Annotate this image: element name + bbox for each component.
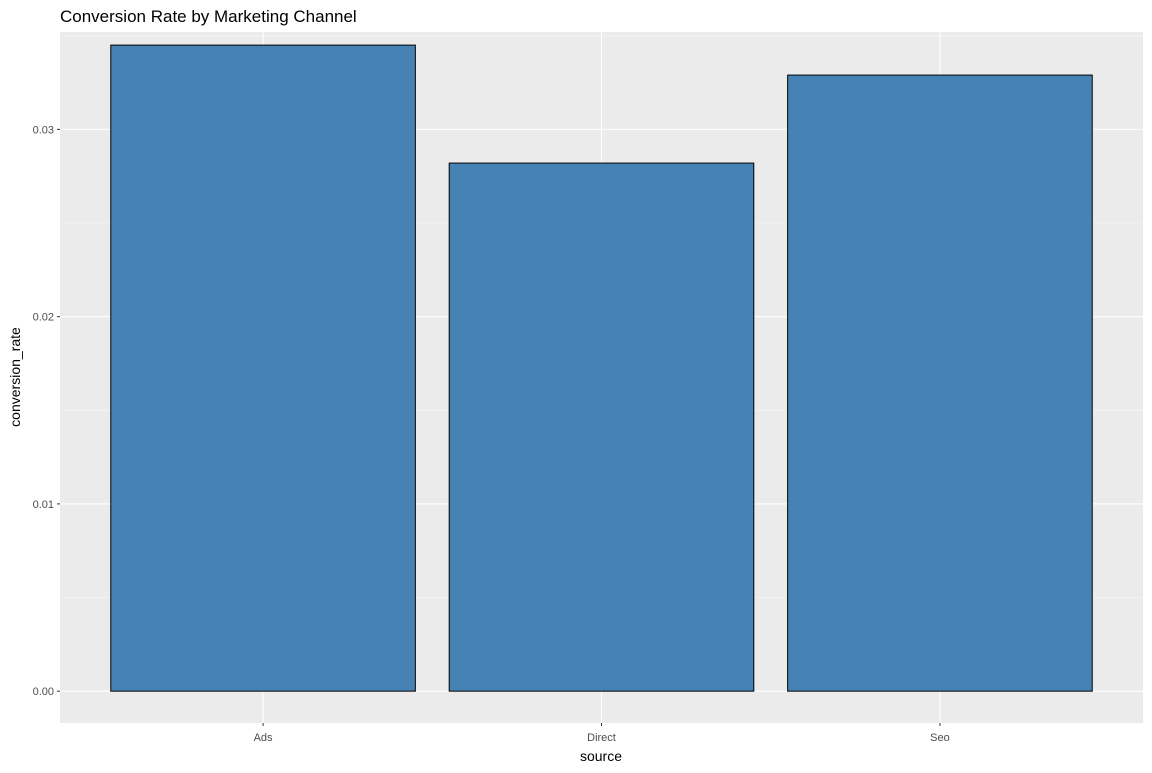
x-tick-label: Seo	[930, 732, 950, 744]
bar-ads	[110, 44, 416, 692]
x-axis-ticks: Ads Direct Seo	[254, 723, 950, 744]
x-tick-label: Ads	[254, 732, 273, 744]
y-tick-label: 0.00	[33, 686, 54, 698]
bars-group	[110, 44, 1093, 692]
y-axis-title: conversion_rate	[7, 327, 23, 427]
x-axis-title: source	[580, 748, 622, 764]
y-tick-label: 0.01	[33, 499, 54, 511]
chart-title: Conversion Rate by Marketing Channel	[60, 7, 357, 26]
y-axis-ticks: 0.00 0.01 0.02 0.03	[33, 124, 60, 698]
bar-direct	[448, 162, 755, 692]
bar-seo	[787, 74, 1093, 692]
x-tick-label: Direct	[587, 732, 616, 744]
y-tick-label: 0.03	[33, 124, 54, 136]
y-tick-label: 0.02	[33, 312, 54, 324]
